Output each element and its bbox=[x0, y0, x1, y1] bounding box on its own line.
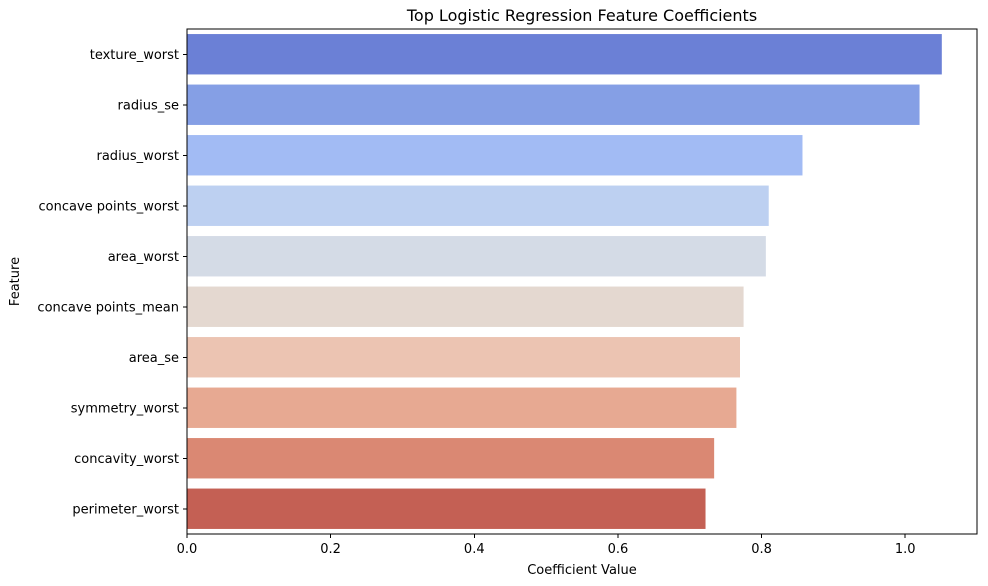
x-tick-label: 0.0 bbox=[177, 542, 198, 557]
y-tick-label: concavity_worst bbox=[74, 452, 179, 467]
bars-layer bbox=[187, 34, 942, 529]
y-tick-label: radius_worst bbox=[97, 149, 180, 164]
x-tick-label: 1.0 bbox=[895, 542, 916, 557]
plot-frame bbox=[186, 28, 978, 535]
x-tick-label: 0.6 bbox=[608, 542, 629, 557]
y-tick-label: concave points_worst bbox=[38, 199, 179, 214]
bar-texture_worst bbox=[187, 34, 942, 75]
y-tick-label: concave points_mean bbox=[37, 300, 179, 315]
x-axis-label: Coefficient Value bbox=[527, 563, 637, 578]
bar-radius_se bbox=[187, 84, 920, 125]
bar-concavity_worst bbox=[187, 438, 715, 479]
y-axis-label: Feature bbox=[8, 257, 23, 306]
bar-radius_worst bbox=[187, 135, 803, 176]
y-tick-label: perimeter_worst bbox=[72, 502, 179, 517]
y-tick-label: area_worst bbox=[108, 250, 179, 265]
y-tick-label: area_se bbox=[129, 351, 179, 366]
bar-concave-points_mean bbox=[187, 286, 744, 327]
bar-area_se bbox=[187, 337, 740, 378]
bar-symmetry_worst bbox=[187, 387, 737, 428]
y-tick-label: texture_worst bbox=[90, 48, 179, 63]
x-tick-label: 0.8 bbox=[751, 542, 772, 557]
bar-area_worst bbox=[187, 236, 766, 277]
ticks-layer: texture_worst radius_se radius_worstconcav… bbox=[37, 48, 915, 557]
x-tick-label: 0.2 bbox=[320, 542, 341, 557]
x-tick-label: 0.4 bbox=[464, 542, 485, 557]
y-tick-label: radius_se bbox=[118, 98, 179, 113]
bar-concave-points_worst bbox=[187, 185, 769, 226]
bar-perimeter_worst bbox=[187, 488, 706, 529]
y-tick-label: symmetry_worst bbox=[71, 401, 179, 416]
chart-title: Top Logistic Regression Feature Coeffici… bbox=[406, 6, 757, 25]
